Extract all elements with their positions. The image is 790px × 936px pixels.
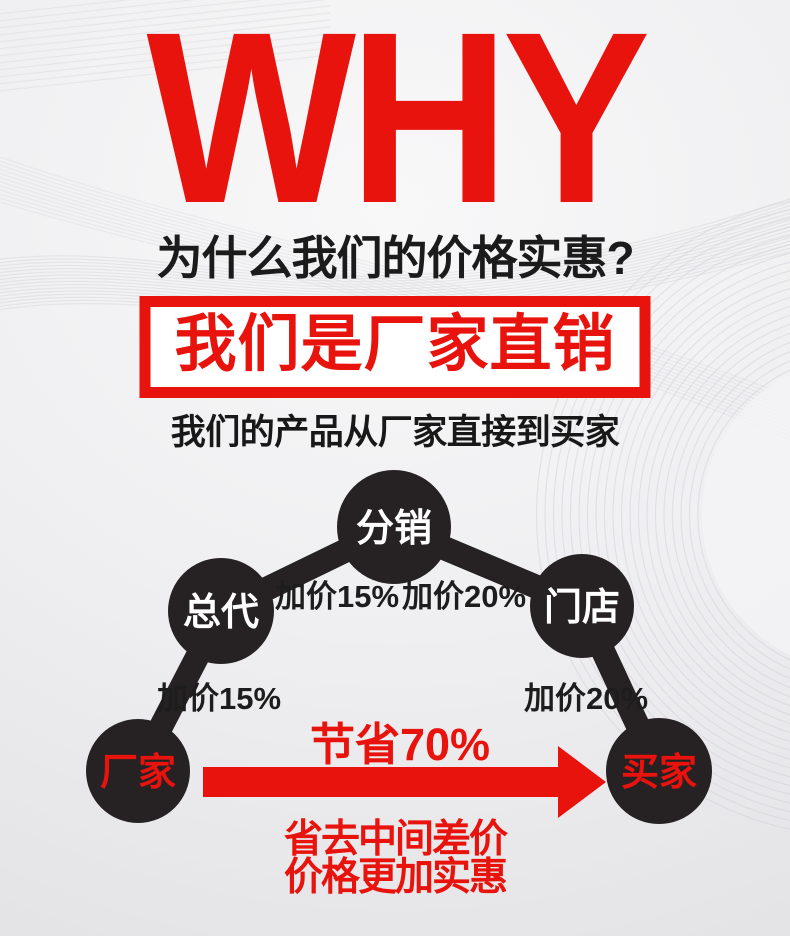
caption-line-2: 价格更加实惠 bbox=[284, 856, 507, 899]
markup-labels: 加价15% 加价20% 加价15% 加价20% bbox=[157, 579, 648, 716]
factory-direct-banner-text: 我们是厂家直销 bbox=[174, 310, 616, 379]
banner-caption: 我们的产品从厂家直接到买家 bbox=[170, 413, 620, 452]
node-store bbox=[530, 554, 634, 658]
node-buyer bbox=[606, 718, 712, 824]
why-title: WHY bbox=[146, 0, 651, 255]
node-distributor-label: 分销 bbox=[356, 508, 432, 550]
supply-chain-diagram: 厂家 总代 分销 门店 买家 加价15% 加价20% 加价15% 加价20% 节… bbox=[86, 470, 712, 899]
savings-arrow-label: 节省70% bbox=[310, 719, 490, 770]
node-buyer-label: 买家 bbox=[621, 752, 697, 794]
markup-label-factory-agent: 加价15% bbox=[157, 681, 281, 716]
node-distributor bbox=[337, 470, 451, 584]
factory-direct-banner-box: 我们是厂家直销 bbox=[139, 296, 651, 399]
markup-label-agent-distributor: 加价15% bbox=[275, 579, 399, 614]
node-factory bbox=[86, 719, 190, 823]
markup-label-store-buyer: 加价20% bbox=[524, 681, 648, 716]
node-factory-label: 厂家 bbox=[100, 752, 176, 794]
node-general-agent-label: 总代 bbox=[183, 592, 259, 634]
node-general-agent bbox=[168, 558, 274, 664]
caption-line-1: 省去中间差价 bbox=[284, 818, 508, 861]
node-store-label: 门店 bbox=[544, 587, 620, 629]
price-question-subtitle: 为什么我们的价格实惠? bbox=[156, 232, 634, 284]
chain-nodes: 厂家 总代 分销 门店 买家 bbox=[86, 470, 712, 824]
savings-arrow bbox=[203, 746, 606, 818]
markup-label-distributor-store: 加价20% bbox=[402, 579, 526, 614]
